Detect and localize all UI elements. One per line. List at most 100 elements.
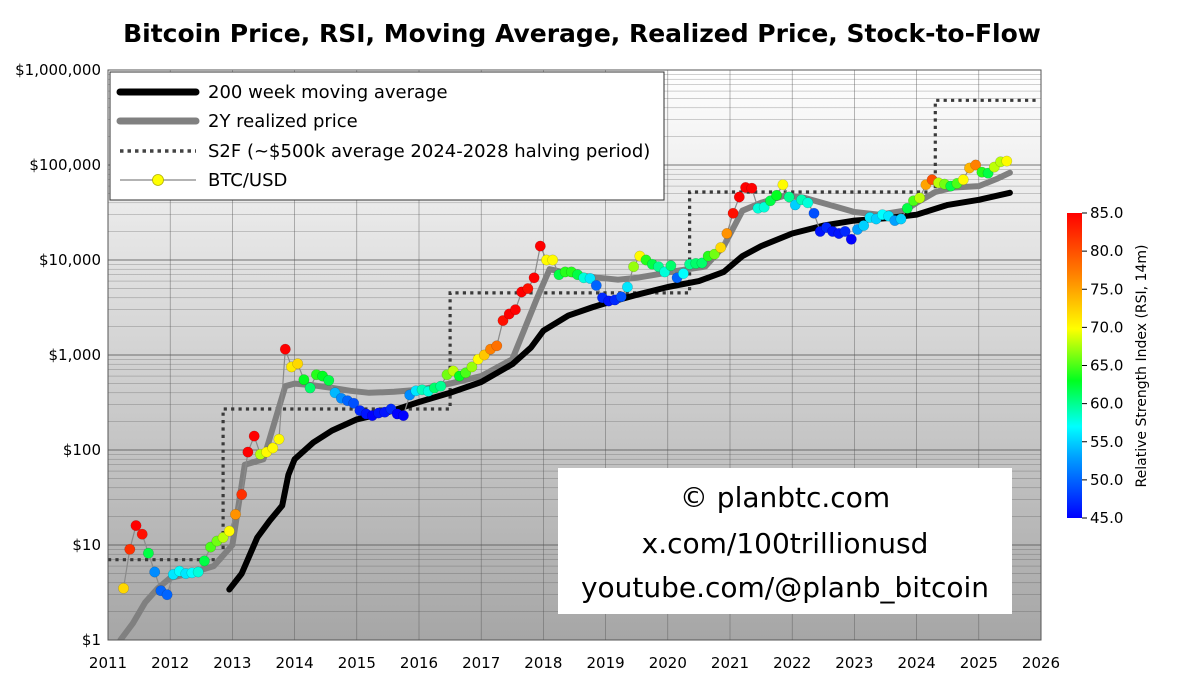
btc-price-point [957,174,969,186]
credit-line-1: © planbtc.com [680,481,890,514]
btc-price-point [715,242,727,254]
series-layer [108,98,1038,640]
y-axis: $1,000,000 $100,000 $10,000 $1,000 $100 $10 $1 [15,61,101,649]
x-tick-label: 2024 [898,654,936,672]
btc-price-point [677,268,689,280]
y-tick-label: $1,000,000 [15,61,101,79]
colorbar-tick-label: 60.0 [1090,395,1123,413]
x-tick-label: 2015 [338,654,376,672]
colorbar-tick-label: 55.0 [1090,433,1123,451]
chart-title: Bitcoin Price, RSI, Moving Average, Real… [123,19,1041,48]
legend-label-s2f: S2F (~$500k average 2024-2028 halving pe… [208,141,650,162]
btc-price-point [466,361,478,373]
x-tick-label: 2025 [960,654,998,672]
legend-swatch-btc-dot [152,174,164,186]
x-axis: 2011 2012 2013 2014 2015 2016 2017 2018 2019 2020… [89,654,1060,672]
btc-price-point [142,547,154,559]
btc-price-point [783,191,795,203]
btc-price-point [242,446,254,458]
btc-price-point [914,192,926,204]
btc-price-point [758,201,770,213]
btc-price-point [845,233,857,245]
btc-price-point [136,528,148,540]
x-tick-label: 2018 [524,654,562,672]
btc-price-point [621,281,633,293]
btc-price-point [970,159,982,171]
btc-price-point [802,197,814,209]
btc-price-point [273,433,285,445]
btc-price-point [709,248,720,260]
legend-label-ma: 200 week moving average [208,82,448,103]
btc-price-point [628,261,640,273]
btc-price-point [858,220,870,232]
colorbar-tick-label: 75.0 [1090,280,1123,298]
y-tick-label: $100,000 [29,156,101,174]
colorbar: 85.0 80.0 75.0 70.0 65.0 60.0 55.0 50.0 45.0 Rel… [1067,204,1150,527]
btc-price-point [895,213,907,225]
btc-price-point [721,228,733,239]
btc-price-point [491,340,503,352]
x-tick-label: 2022 [773,654,811,672]
x-tick-label: 2014 [276,654,314,672]
x-tick-label: 2026 [1022,654,1060,672]
x-tick-label: 2019 [587,654,625,672]
colorbar-tick-label: 80.0 [1090,242,1123,260]
legend-label-realized: 2Y realized price [208,111,358,132]
btc-price-point [771,189,783,201]
btc-price-point [124,543,136,555]
btc-price-point [248,430,260,442]
x-tick-label: 2021 [711,654,749,672]
btc-price-point [348,397,360,409]
btc-price-point [118,582,129,594]
credit-background [558,468,1012,614]
btc-price-point [267,442,279,454]
btc-price-point [584,272,596,284]
colorbar-tick-label: 50.0 [1090,471,1123,489]
plot-frame [107,69,1042,641]
btc-price-point [1001,155,1013,167]
moving-average-line [226,189,1013,593]
btc-price-point [696,257,708,269]
btc-price-point [323,374,335,386]
btc-price-point [522,283,534,295]
btc-price-point [161,589,173,601]
credit-box: © planbtc.com x.com/100trillionusd youtu… [558,468,1012,614]
colorbar-label: Relative Strength Index (RSI, 14m) [1134,245,1150,488]
btc-price-point [746,182,758,194]
btc-price-point [808,207,820,219]
legend-box [109,71,665,201]
colorbar-gradient [1067,213,1082,518]
x-tick-label: 2020 [649,654,687,672]
btc-price-point [590,279,602,291]
x-tick-label: 2012 [151,654,189,672]
btc-price-point [149,566,161,578]
y-tick-label: $10 [72,536,101,554]
btc-price-point [528,272,540,284]
legend-label-btc: BTC/USD [208,170,287,191]
colorbar-tick-label: 65.0 [1090,357,1123,375]
credit-line-3: youtube.com/@planb_bitcoin [581,571,989,604]
colorbar-tick-label: 85.0 [1090,204,1123,222]
y-tick-label: $1,000 [49,346,102,364]
btc-price-point [547,254,559,266]
btc-price-point [230,508,241,520]
btc-price-point [192,566,204,578]
btc-price-point [435,380,447,392]
x-tick-label: 2016 [400,654,438,672]
btc-price-point [534,240,546,252]
btc-price-point [397,410,409,422]
btc-price-point [304,382,316,394]
btc-price-point [733,191,745,203]
btc-price-point [217,532,229,543]
btc-price-point [298,374,310,386]
x-tick-label: 2011 [89,654,127,672]
y-tick-label: $100 [63,441,101,459]
legend: 200 week moving average 2Y realized pric… [109,71,665,201]
x-tick-label: 2023 [835,654,873,672]
btc-price-point [665,260,677,272]
btc-price-point [198,555,210,567]
btc-price-point [497,315,509,327]
btc-price-point [236,489,248,500]
btc-price-point [839,225,851,237]
